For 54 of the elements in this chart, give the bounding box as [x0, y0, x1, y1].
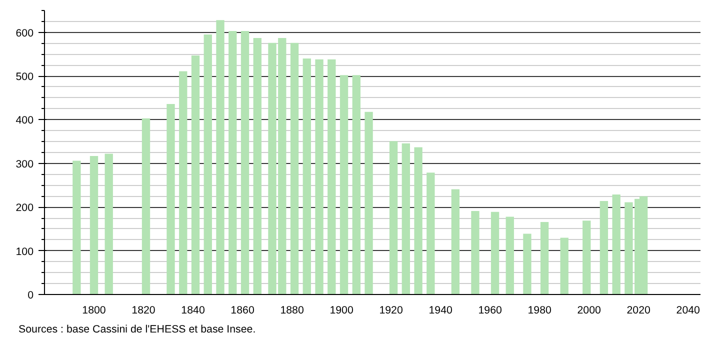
bar [204, 34, 212, 294]
bar [340, 75, 348, 294]
x-tick-label: 1880 [280, 304, 304, 316]
bar [426, 172, 435, 294]
bar [506, 216, 514, 294]
bar [290, 42, 299, 294]
bar [90, 156, 98, 294]
bar [451, 189, 460, 294]
y-tick-label: 0 [28, 290, 34, 302]
bar [600, 201, 608, 294]
bar [389, 141, 398, 294]
bar [228, 31, 237, 294]
y-tick-label: 600 [16, 27, 34, 40]
bar [216, 20, 224, 294]
bar [72, 160, 81, 294]
bar [364, 112, 373, 294]
bar [315, 59, 324, 294]
y-tick-label: 500 [16, 71, 34, 84]
bar [166, 104, 175, 294]
bar [612, 194, 620, 294]
x-tick-label: 2020 [626, 304, 651, 316]
bar [179, 71, 188, 294]
x-tick-label: 1920 [379, 304, 403, 316]
y-tick-label: 400 [16, 114, 34, 127]
bar [142, 118, 150, 294]
x-tick-label: 1940 [428, 304, 452, 316]
x-tick-label: 1980 [528, 304, 552, 316]
y-tick-label: 300 [16, 158, 34, 170]
bar [490, 212, 500, 294]
x-tick-label: 2000 [577, 304, 602, 316]
bar [540, 222, 549, 294]
bar [414, 147, 422, 294]
source-note: Sources : base Cassini de l'EHESS et base Insee. [18, 324, 256, 336]
y-tick-label: 200 [16, 202, 34, 214]
x-tick-label: 1960 [478, 304, 502, 316]
bar [560, 238, 568, 294]
bar [104, 154, 113, 294]
x-tick-label: 1820 [132, 304, 156, 316]
bar [240, 31, 250, 294]
bar [352, 75, 360, 294]
x-tick-label: 1840 [181, 304, 205, 316]
bar [191, 56, 200, 294]
bar [402, 143, 410, 294]
x-tick-label: 1900 [330, 304, 354, 316]
y-tick-label: 100 [16, 246, 34, 258]
x-tick-label: 1860 [230, 304, 254, 316]
bar [582, 220, 591, 294]
bar [523, 234, 532, 294]
bar [253, 38, 262, 294]
x-tick-label: 2040 [676, 304, 700, 316]
x-tick-label: 1800 [82, 304, 106, 316]
bar [328, 59, 336, 294]
bar [302, 58, 311, 294]
bar [471, 211, 480, 294]
